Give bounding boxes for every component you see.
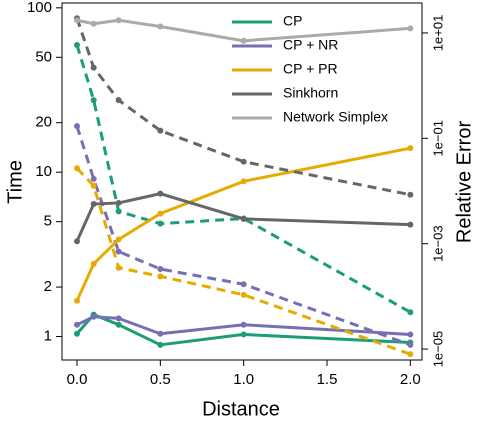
y2-tick-label: 1e−05 bbox=[430, 331, 445, 368]
error-point bbox=[90, 97, 97, 104]
time-point bbox=[90, 260, 97, 267]
x-tick-label: 1.0 bbox=[233, 371, 254, 388]
time-point bbox=[157, 330, 164, 337]
error-line bbox=[75, 125, 411, 347]
legend-label: CP bbox=[283, 13, 302, 29]
legend-label: Network Simplex bbox=[283, 109, 388, 125]
error-point bbox=[157, 127, 164, 134]
y-tick-label: 5 bbox=[44, 213, 52, 230]
error-point bbox=[157, 220, 164, 227]
time-line bbox=[75, 146, 411, 302]
y2-tick-label: 1e−03 bbox=[430, 225, 445, 262]
x-tick-label: 0.0 bbox=[67, 371, 88, 388]
y2-tick-label: 1e+01 bbox=[430, 15, 445, 52]
time-point bbox=[240, 37, 247, 44]
time-line bbox=[75, 192, 411, 242]
y-tick-label: 1 bbox=[44, 328, 52, 345]
time-point bbox=[115, 17, 122, 24]
time-point bbox=[240, 321, 247, 328]
error-point bbox=[90, 175, 97, 182]
time-point bbox=[157, 341, 164, 348]
y-tick-label: 50 bbox=[35, 48, 52, 65]
error-point bbox=[115, 208, 122, 215]
time-point bbox=[240, 178, 247, 185]
error-point bbox=[407, 191, 414, 198]
time-point bbox=[407, 221, 414, 228]
time-point bbox=[90, 201, 97, 208]
error-point bbox=[115, 264, 122, 271]
time-point bbox=[74, 297, 80, 304]
time-point bbox=[115, 315, 122, 322]
time-point bbox=[90, 313, 97, 320]
time-point bbox=[115, 236, 122, 243]
error-point bbox=[74, 123, 80, 130]
time-point bbox=[157, 23, 164, 30]
legend-label: Sinkhorn bbox=[283, 85, 338, 101]
error-point bbox=[74, 42, 80, 49]
time-point bbox=[74, 17, 80, 24]
y-axis-label: Time bbox=[4, 160, 26, 204]
time-point bbox=[115, 199, 122, 206]
error-point bbox=[115, 248, 122, 255]
x-axis-label: Distance bbox=[202, 398, 280, 420]
time-point bbox=[407, 145, 414, 152]
error-point bbox=[240, 158, 247, 165]
time-point bbox=[157, 210, 164, 217]
time-point bbox=[74, 238, 80, 245]
time-point bbox=[90, 20, 97, 27]
error-point bbox=[74, 165, 80, 172]
time-point bbox=[74, 321, 80, 328]
y-tick-label: 2 bbox=[44, 278, 52, 295]
time-point bbox=[74, 330, 80, 337]
time-point bbox=[157, 190, 164, 197]
error-point bbox=[240, 291, 247, 298]
x-tick-label: 0.5 bbox=[150, 371, 171, 388]
error-point bbox=[157, 266, 164, 273]
error-point bbox=[115, 97, 122, 104]
y2-tick-label: 1e−01 bbox=[430, 120, 445, 157]
error-point bbox=[90, 182, 97, 189]
y-tick-label: 100 bbox=[27, 0, 52, 16]
legend-label: CP + NR bbox=[283, 37, 338, 53]
error-line bbox=[75, 167, 411, 356]
y2-axis-label: Relative Error bbox=[453, 121, 475, 244]
plot-box bbox=[61, 2, 423, 361]
time-point bbox=[407, 331, 414, 338]
error-point bbox=[407, 341, 414, 348]
error-point bbox=[407, 351, 414, 358]
time-point bbox=[407, 25, 414, 32]
error-line bbox=[75, 44, 412, 314]
legend-label: CP + PR bbox=[283, 61, 338, 77]
time-point bbox=[240, 331, 247, 338]
error-point bbox=[240, 281, 247, 288]
error-point bbox=[407, 309, 414, 316]
error-point bbox=[157, 273, 164, 280]
time-point bbox=[240, 215, 247, 222]
time-line bbox=[75, 312, 411, 347]
error-line bbox=[75, 17, 411, 197]
error-point bbox=[90, 64, 97, 71]
time-line bbox=[76, 315, 411, 336]
time-point bbox=[115, 321, 122, 328]
y-tick-label: 20 bbox=[35, 114, 52, 131]
y-tick-label: 10 bbox=[35, 163, 52, 180]
x-tick-label: 2.0 bbox=[400, 371, 421, 388]
x-tick-label: 1.5 bbox=[317, 371, 338, 388]
